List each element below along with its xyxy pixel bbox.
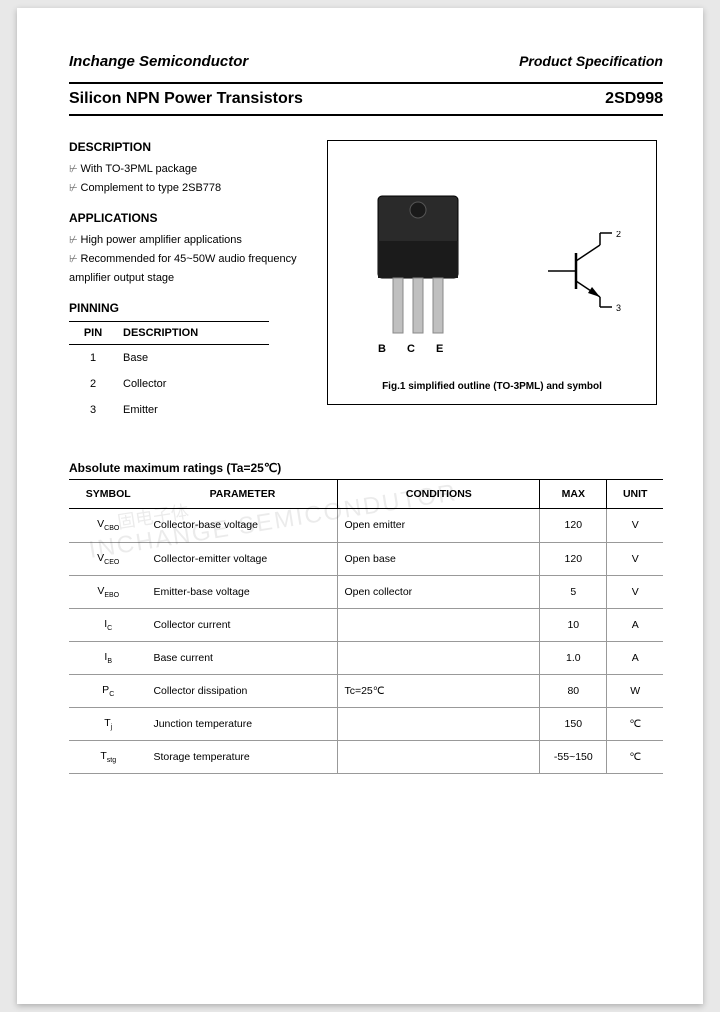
applications-heading: APPLICATIONS bbox=[69, 211, 309, 225]
table-row: TstgStorage temperature -55~150℃ bbox=[69, 741, 663, 774]
cell-symbol: VEBO bbox=[69, 575, 147, 608]
ratings-table: SYMBOL PARAMETER CONDITIONS MAX UNIT VCB… bbox=[69, 479, 663, 774]
table-row: VEBOEmitter-base voltageOpen collector5V bbox=[69, 575, 663, 608]
cell-unit: V bbox=[607, 542, 663, 575]
company-name: Inchange Semiconductor bbox=[69, 53, 248, 70]
cell-max: 150 bbox=[540, 708, 607, 741]
description-heading: DESCRIPTION bbox=[69, 140, 309, 154]
figure-caption: Fig.1 simplified outline (TO-3PML) and s… bbox=[328, 381, 656, 392]
symbol-pin-3: 3 bbox=[616, 303, 621, 311]
cell-symbol: IB bbox=[69, 641, 147, 674]
cell-conditions bbox=[338, 608, 540, 641]
cell-unit: V bbox=[607, 575, 663, 608]
cell-symbol: VCBO bbox=[69, 509, 147, 542]
cell-symbol: IC bbox=[69, 608, 147, 641]
cell-parameter: Collector dissipation bbox=[147, 674, 338, 707]
cell-conditions: Open emitter bbox=[338, 509, 540, 542]
header-row: Inchange Semiconductor Product Specifica… bbox=[69, 53, 663, 70]
cell-parameter: Collector-emitter voltage bbox=[147, 542, 338, 575]
col-parameter: PARAMETER bbox=[147, 480, 338, 509]
cell-parameter: Emitter-base voltage bbox=[147, 575, 338, 608]
table-row: 1Base bbox=[69, 345, 269, 372]
cell-unit: W bbox=[607, 674, 663, 707]
title-row: Silicon NPN Power Transistors 2SD998 bbox=[69, 82, 663, 116]
cell-conditions: Open collector bbox=[338, 575, 540, 608]
cell-unit: A bbox=[607, 641, 663, 674]
pin-desc: Emitter bbox=[117, 397, 269, 423]
product-category: Silicon NPN Power Transistors bbox=[69, 90, 303, 108]
symbol-pin-2: 2 bbox=[616, 231, 621, 239]
cell-parameter: Collector-base voltage bbox=[147, 509, 338, 542]
cell-conditions: Tc=25℃ bbox=[338, 674, 540, 707]
cell-unit: ℃ bbox=[607, 741, 663, 774]
col-unit: UNIT bbox=[607, 480, 663, 509]
table-row: 3Emitter bbox=[69, 397, 269, 423]
pin-desc: Collector bbox=[117, 371, 269, 397]
cell-conditions bbox=[338, 741, 540, 774]
cell-max: 80 bbox=[540, 674, 607, 707]
transistor-symbol-icon: 2 1 3 bbox=[548, 231, 628, 311]
cell-unit: ℃ bbox=[607, 708, 663, 741]
cell-symbol: VCEO bbox=[69, 542, 147, 575]
col-max: MAX bbox=[540, 480, 607, 509]
col-pin: PIN bbox=[69, 322, 117, 345]
cell-symbol: PC bbox=[69, 674, 147, 707]
cell-max: 120 bbox=[540, 509, 607, 542]
ratings-title: Absolute maximum ratings (Ta=25℃) bbox=[69, 461, 663, 475]
cell-max: 120 bbox=[540, 542, 607, 575]
cell-unit: V bbox=[607, 509, 663, 542]
table-row: 2Collector bbox=[69, 371, 269, 397]
figure-box: B C E 2 1 3 F bbox=[327, 140, 657, 405]
cell-unit: A bbox=[607, 608, 663, 641]
pin-desc: Base bbox=[117, 345, 269, 372]
cell-parameter: Storage temperature bbox=[147, 741, 338, 774]
pin-num: 2 bbox=[69, 371, 117, 397]
document-type: Product Specification bbox=[519, 53, 663, 69]
package-outline-icon bbox=[358, 186, 478, 341]
applications-item: Recommended for 45~50W audio frequency a… bbox=[69, 250, 309, 287]
description-item: Complement to type 2SB778 bbox=[69, 179, 309, 198]
applications-item: High power amplifier applications bbox=[69, 231, 309, 250]
cell-parameter: Base current bbox=[147, 641, 338, 674]
cell-symbol: Tstg bbox=[69, 741, 147, 774]
figure-inner: B C E 2 1 3 F bbox=[328, 141, 656, 404]
cell-max: 1.0 bbox=[540, 641, 607, 674]
pin-num: 3 bbox=[69, 397, 117, 423]
right-column: B C E 2 1 3 F bbox=[327, 140, 663, 423]
table-row: IBBase current 1.0A bbox=[69, 641, 663, 674]
content-top: DESCRIPTION With TO-3PML package Complem… bbox=[69, 140, 663, 423]
description-item: With TO-3PML package bbox=[69, 160, 309, 179]
table-row: PCCollector dissipationTc=25℃80W bbox=[69, 674, 663, 707]
cell-conditions bbox=[338, 641, 540, 674]
part-number: 2SD998 bbox=[605, 90, 663, 108]
col-desc: DESCRIPTION bbox=[117, 322, 269, 345]
cell-parameter: Junction temperature bbox=[147, 708, 338, 741]
table-row: VCEOCollector-emitter voltageOpen base12… bbox=[69, 542, 663, 575]
cell-symbol: Tj bbox=[69, 708, 147, 741]
description-list: With TO-3PML package Complement to type … bbox=[69, 160, 309, 197]
left-column: DESCRIPTION With TO-3PML package Complem… bbox=[69, 140, 309, 423]
table-header-row: PIN DESCRIPTION bbox=[69, 322, 269, 345]
cell-parameter: Collector current bbox=[147, 608, 338, 641]
table-row: TjJunction temperature 150℃ bbox=[69, 708, 663, 741]
col-conditions: CONDITIONS bbox=[338, 480, 540, 509]
pin-num: 1 bbox=[69, 345, 117, 372]
pin-labels: B C E bbox=[378, 343, 452, 355]
table-header-row: SYMBOL PARAMETER CONDITIONS MAX UNIT bbox=[69, 480, 663, 509]
cell-conditions: Open base bbox=[338, 542, 540, 575]
datasheet-page: Inchange Semiconductor Product Specifica… bbox=[17, 8, 703, 1004]
applications-list: High power amplifier applications Recomm… bbox=[69, 231, 309, 287]
pinning-table: PIN DESCRIPTION 1Base2Collector3Emitter bbox=[69, 321, 269, 423]
pinning-heading: PINNING bbox=[69, 301, 309, 315]
cell-max: -55~150 bbox=[540, 741, 607, 774]
table-row: VCBOCollector-base voltageOpen emitter12… bbox=[69, 509, 663, 542]
col-symbol: SYMBOL bbox=[69, 480, 147, 509]
table-row: ICCollector current 10A bbox=[69, 608, 663, 641]
cell-conditions bbox=[338, 708, 540, 741]
cell-max: 10 bbox=[540, 608, 607, 641]
cell-max: 5 bbox=[540, 575, 607, 608]
